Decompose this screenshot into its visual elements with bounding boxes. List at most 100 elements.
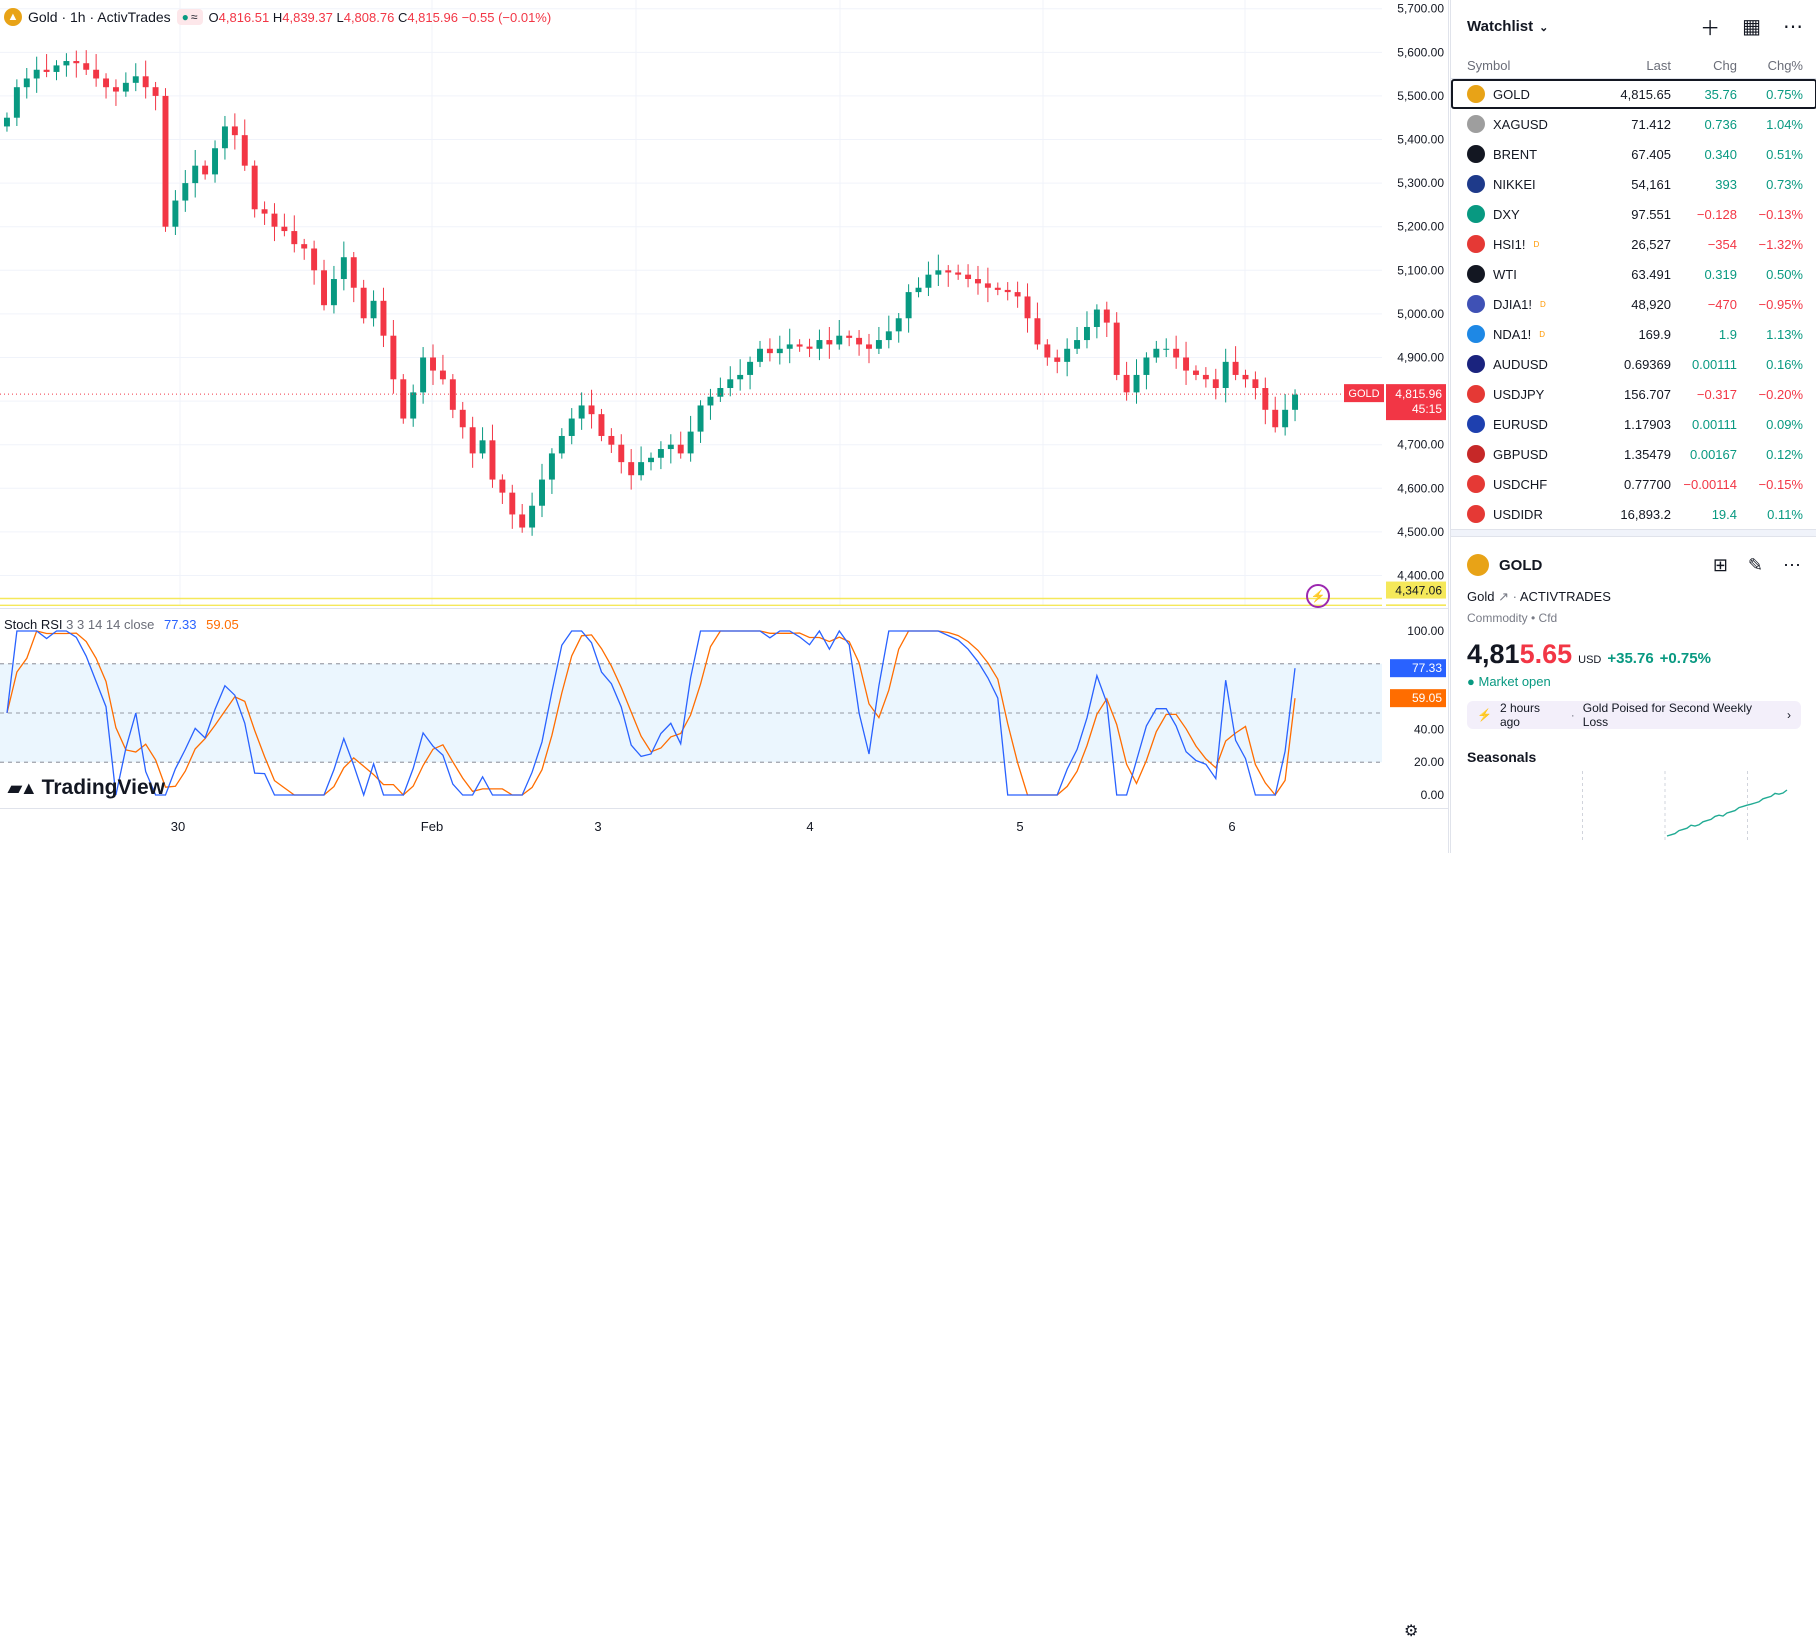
row-flag: D: [1533, 239, 1540, 249]
watchlist-row[interactable]: GBPUSD 1.35479 0.00167 0.12%: [1451, 439, 1816, 469]
price-tick-label: 5,500.00: [1397, 89, 1444, 103]
external-link-icon[interactable]: ↗: [1498, 589, 1509, 604]
watchlist-row[interactable]: NDA1! D 169.9 1.9 1.13%: [1451, 319, 1816, 349]
watchlist-row[interactable]: USDIDR 16,893.2 19.4 0.11%: [1451, 499, 1816, 529]
candle: [806, 346, 813, 349]
candle: [539, 479, 545, 506]
candle: [1163, 348, 1170, 350]
candle: [479, 440, 486, 454]
watchlist-row[interactable]: DJIA1! D 48,920 −470 −0.95%: [1451, 289, 1816, 319]
candle: [994, 287, 1001, 290]
watchlist-row[interactable]: BRENT 67.405 0.340 0.51%: [1451, 139, 1816, 169]
candle: [63, 61, 70, 66]
row-symbol-text: AUDUSD: [1493, 356, 1548, 372]
price-pane[interactable]: 5,700.00 5,600.00 5,500.00 5,400.00 5,300.00…: [0, 0, 1448, 608]
watchlist-row[interactable]: GOLD 4,815.65 35.76 0.75%: [1451, 79, 1816, 109]
watchlist-row[interactable]: HSI1! D 26,527 −354 −1.32%: [1451, 229, 1816, 259]
candle: [1183, 357, 1190, 371]
candle: [1044, 344, 1051, 358]
row-symbol: AUDUSD: [1467, 355, 1579, 373]
time-tick-label: 5: [1016, 819, 1023, 834]
candle: [152, 87, 159, 96]
watchlist-row[interactable]: USDJPY 156.707 −0.317 −0.20%: [1451, 379, 1816, 409]
watchlist-row[interactable]: NIKKEI 54,161 393 0.73%: [1451, 169, 1816, 199]
symbol-icon: [1467, 355, 1485, 373]
candle: [915, 287, 922, 293]
price-chart-svg[interactable]: 5,700.00 5,600.00 5,500.00 5,400.00 5,300.00…: [0, 0, 1448, 606]
settings-gear-icon[interactable]: ⚙: [1404, 1623, 1419, 1640]
watchlist-row[interactable]: EURUSD 1.17903 0.00111 0.09%: [1451, 409, 1816, 439]
watchlist-row[interactable]: XAGUSD 71.412 0.736 1.04%: [1451, 109, 1816, 139]
watchlist-row[interactable]: USDCHF 0.77700 −0.00114 −0.15%: [1451, 469, 1816, 499]
col-last[interactable]: Last: [1646, 57, 1671, 73]
watchlist-row[interactable]: DXY 97.551 −0.128 −0.13%: [1451, 199, 1816, 229]
candle: [291, 231, 298, 245]
row-symbol-text: EURUSD: [1493, 416, 1548, 432]
candle: [73, 61, 80, 64]
candle: [1173, 348, 1180, 358]
watchlist-row[interactable]: AUDUSD 0.69369 0.00111 0.16%: [1451, 349, 1816, 379]
add-symbol-icon[interactable]: ＋: [1700, 17, 1721, 40]
watchlist-row[interactable]: WTI 63.491 0.319 0.50%: [1451, 259, 1816, 289]
time-tick-label: 30: [171, 819, 185, 834]
price-main: 4,81: [1467, 639, 1520, 669]
symbol-icon: [1467, 505, 1485, 523]
col-chg[interactable]: Chg: [1713, 57, 1737, 73]
stoch-rsi-svg[interactable]: 100.00 40.00 20.00 0.00 77.33 59.05: [0, 609, 1448, 809]
symbol-icon: [1467, 385, 1485, 403]
open-value: 4,816.51: [218, 9, 270, 25]
more-options-icon[interactable]: ⋯: [1783, 554, 1801, 575]
lightning-alert-icon[interactable]: ⚡: [1306, 584, 1330, 608]
last-symbol-tag: [1344, 384, 1384, 403]
row-chg-pct: 0.09%: [1766, 416, 1803, 432]
row-symbol: GOLD: [1467, 85, 1579, 103]
row-symbol: NDA1! D: [1467, 325, 1579, 343]
chart-legend: ▲ Gold · 1h · ActivTrades ● ≈ O4,816.51 H…: [4, 8, 551, 26]
grid-view-icon[interactable]: ⊞: [1712, 554, 1728, 575]
tradingview-logo[interactable]: ▰▲ TradingView: [8, 776, 165, 800]
panel-divider[interactable]: [1451, 529, 1816, 537]
rsi-tick-label: 40.00: [1414, 722, 1444, 736]
level-tag: [1386, 581, 1446, 599]
rsi-name[interactable]: Stoch RSI: [4, 617, 63, 632]
chart-area[interactable]: 5,700.00 5,600.00 5,500.00 5,400.00 5,300.00…: [0, 0, 1449, 1640]
seasonals-chart[interactable]: [1467, 771, 1797, 841]
row-last: 1.35479: [1624, 446, 1671, 462]
row-chg: 0.319: [1704, 266, 1737, 282]
details-price-value: 4,815.65: [1467, 639, 1572, 670]
last-symbol-text: GOLD: [1348, 388, 1379, 400]
rsi-k-value: 77.33: [163, 617, 197, 632]
col-symbol[interactable]: Symbol: [1467, 57, 1511, 73]
row-chg: 393: [1715, 176, 1737, 192]
row-last: 4,815.65: [1620, 86, 1671, 102]
candle: [1232, 361, 1239, 375]
details-exchange[interactable]: ACTIVTRADES: [1519, 589, 1611, 604]
col-chg-pct[interactable]: Chg%: [1767, 57, 1803, 73]
rsi-tick-label: 20.00: [1414, 755, 1444, 769]
seasonals-title[interactable]: Seasonals: [1467, 749, 1537, 765]
candle: [192, 165, 199, 184]
stoch-rsi-pane[interactable]: 100.00 40.00 20.00 0.00 77.33 59.05 Stoch RSI…: [0, 608, 1448, 809]
news-banner[interactable]: ⚡ 2 hours ago · Gold Poised for Second W…: [1467, 701, 1801, 729]
candle: [489, 440, 496, 480]
row-chg-pct: −0.20%: [1758, 386, 1803, 402]
candle: [420, 357, 427, 393]
more-options-icon[interactable]: ⋯: [1783, 15, 1803, 38]
watchlist-body: GOLD 4,815.65 35.76 0.75% XAGUSD 71.412 0.736 1…: [1451, 79, 1816, 529]
candle: [796, 344, 803, 347]
legend-symbol[interactable]: Gold · 1h · ActivTrades: [28, 9, 171, 25]
row-chg: −470: [1707, 296, 1737, 312]
advanced-view-icon[interactable]: ▦: [1742, 15, 1761, 38]
rsi-value-tag: [1390, 689, 1446, 708]
details-name[interactable]: Gold: [1467, 589, 1495, 604]
row-symbol: BRENT: [1467, 145, 1579, 163]
details-symbol[interactable]: GOLD: [1499, 556, 1543, 574]
time-axis[interactable]: 30 Feb 3 4 5 6 ⚙: [0, 808, 1448, 1640]
row-chg: 0.736: [1704, 116, 1737, 132]
candle: [410, 392, 417, 419]
edit-icon[interactable]: ✎: [1747, 554, 1763, 575]
details-change-pct: +0.75%: [1659, 650, 1711, 667]
watchlist-title[interactable]: Watchlist ⌄: [1467, 18, 1548, 35]
legend-flags[interactable]: ● ≈: [176, 9, 203, 25]
candle: [221, 126, 228, 149]
